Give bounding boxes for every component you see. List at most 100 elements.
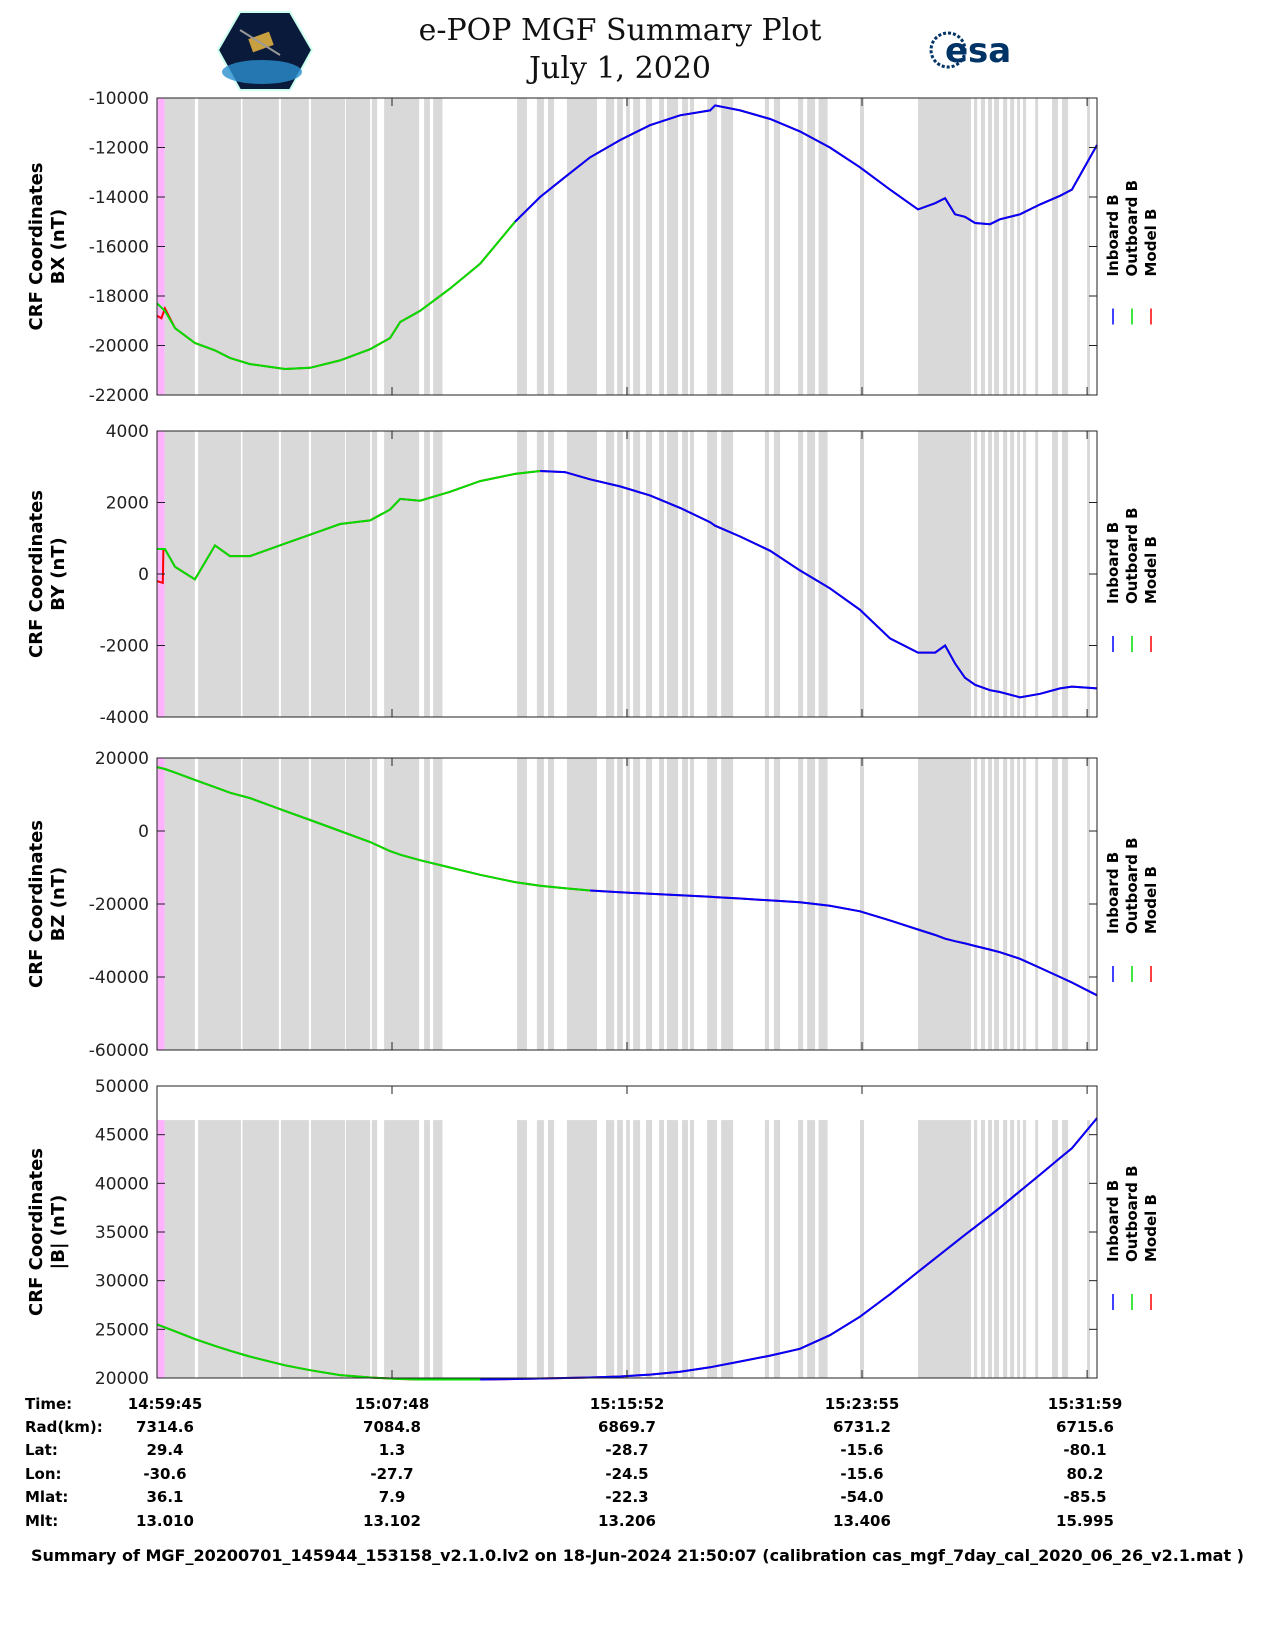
data-gap-band bbox=[433, 431, 443, 717]
data-gap-band bbox=[707, 1120, 718, 1378]
data-gap-band bbox=[310, 431, 346, 717]
data-gap-band bbox=[310, 758, 346, 1050]
data-gap-band bbox=[606, 431, 615, 717]
y-tick-label: -22000 bbox=[89, 386, 149, 406]
info-value: 15:31:59 bbox=[1047, 1395, 1123, 1413]
data-gap-band bbox=[633, 758, 641, 1050]
info-value: -80.1 bbox=[1063, 1441, 1107, 1459]
y-axis-label: CRF CoordinatesBZ (nT) bbox=[26, 820, 69, 988]
data-gap-band bbox=[707, 431, 718, 717]
inboard-b-line bbox=[589, 889, 1098, 997]
info-value: 1.3 bbox=[378, 1441, 406, 1459]
info-row-label: Lat: bbox=[25, 1441, 58, 1459]
data-gap-band bbox=[917, 1120, 972, 1378]
data-gap-band bbox=[1003, 1120, 1008, 1378]
data-gap-band bbox=[433, 98, 443, 395]
data-gap-band bbox=[1087, 98, 1091, 395]
y-axis-label: CRF Coordinates|B| (nT) bbox=[26, 1148, 69, 1316]
data-gap-band bbox=[659, 431, 665, 717]
y-axis-label: CRF CoordinatesBY (nT) bbox=[26, 490, 69, 658]
data-gap-band bbox=[689, 98, 695, 395]
data-gap-band bbox=[566, 758, 597, 1050]
data-gap-band bbox=[818, 1120, 828, 1378]
data-gap-band bbox=[1035, 1120, 1039, 1378]
y-tick-label: 50000 bbox=[95, 1077, 149, 1097]
data-gap-band bbox=[1003, 758, 1008, 1050]
info-row-label: Lon: bbox=[25, 1465, 62, 1483]
y-tick-label: 20000 bbox=[95, 749, 149, 769]
data-gap-band bbox=[517, 98, 527, 395]
legend-label: Model B bbox=[1142, 536, 1160, 604]
data-gap-band bbox=[164, 431, 195, 717]
panel-by: 4000 2000 0 -2000 -4000 CRF CoordinatesBY (nT… bbox=[26, 422, 1160, 728]
data-gap-band bbox=[987, 431, 993, 717]
data-gap-band bbox=[198, 758, 241, 1050]
data-gap-band bbox=[682, 431, 688, 717]
data-gap-band bbox=[371, 431, 378, 717]
data-gap-band bbox=[1010, 98, 1015, 395]
data-gap-band bbox=[606, 98, 615, 395]
plot-title: e-POP MGF Summary Plot July 1, 2020 bbox=[380, 12, 860, 88]
y-tick-label: 35000 bbox=[95, 1223, 149, 1243]
info-value: 15:23:55 bbox=[824, 1395, 900, 1413]
data-gap-band bbox=[707, 758, 718, 1050]
y-tick-label: 25000 bbox=[95, 1320, 149, 1340]
data-gap-band bbox=[682, 758, 688, 1050]
legend: Inboard B Outboard B Model B bbox=[1104, 837, 1160, 982]
data-gap-band bbox=[617, 1120, 623, 1378]
data-gap-band bbox=[633, 98, 641, 395]
info-value: 14:59:45 bbox=[127, 1395, 203, 1413]
data-gap-band bbox=[1052, 431, 1058, 717]
legend-label: Model B bbox=[1142, 866, 1160, 934]
data-gap-band bbox=[666, 431, 679, 717]
data-gap-band bbox=[1087, 758, 1091, 1050]
data-gap-band bbox=[707, 98, 718, 395]
info-value: -15.6 bbox=[840, 1441, 884, 1459]
data-gap-band bbox=[798, 1120, 804, 1378]
data-gap-band bbox=[536, 758, 544, 1050]
data-gap-band bbox=[1052, 98, 1058, 395]
data-gap-band bbox=[566, 431, 597, 717]
y-tick-label: -14000 bbox=[89, 188, 149, 208]
data-gap-band bbox=[994, 431, 1000, 717]
panel-bz: 20000 0 -20000 -40000 -60000 CRF CoordinatesB… bbox=[26, 749, 1160, 1061]
info-value: -15.6 bbox=[840, 1465, 884, 1483]
data-gap-band bbox=[666, 758, 679, 1050]
data-gap-band bbox=[547, 98, 555, 395]
outboard-b-line bbox=[157, 470, 541, 581]
data-gap-band bbox=[310, 98, 346, 395]
data-gap-band bbox=[424, 758, 430, 1050]
data-gap-band bbox=[807, 98, 816, 395]
info-value: -22.3 bbox=[605, 1488, 649, 1506]
data-gap-band bbox=[721, 1120, 734, 1378]
data-gap-band bbox=[818, 98, 828, 395]
data-gap-band bbox=[987, 98, 993, 395]
legend: Inboard B Outboard B Model B bbox=[1104, 1165, 1160, 1310]
legend-label: Model B bbox=[1142, 1194, 1160, 1262]
info-value: 6869.7 bbox=[598, 1418, 656, 1436]
data-gap-band bbox=[666, 98, 679, 395]
info-value: 13.406 bbox=[833, 1512, 891, 1530]
data-gap-band bbox=[371, 1120, 378, 1378]
data-gap-band bbox=[721, 758, 734, 1050]
data-gap-band bbox=[917, 758, 972, 1050]
data-gap-band bbox=[1022, 431, 1027, 717]
y-axis-label-line1: CRF Coordinates bbox=[26, 490, 47, 658]
data-gap-band bbox=[1052, 758, 1058, 1050]
data-gap-band bbox=[917, 98, 972, 395]
data-gap-band bbox=[1022, 98, 1027, 395]
data-gap-band bbox=[606, 758, 615, 1050]
data-gap-band bbox=[164, 1120, 195, 1378]
y-axis-label-line1: CRF Coordinates bbox=[26, 163, 47, 331]
esa-logo-text: esa bbox=[945, 31, 1011, 71]
legend: Inboard B Outboard B Model B bbox=[1104, 507, 1160, 652]
data-gap-band bbox=[818, 431, 828, 717]
data-gap-band bbox=[980, 758, 986, 1050]
info-value: -28.7 bbox=[605, 1441, 649, 1459]
data-gap-band bbox=[617, 431, 623, 717]
data-gap-band bbox=[198, 98, 241, 395]
info-row-label: Mlat: bbox=[25, 1488, 69, 1506]
legend-label: Outboard B bbox=[1123, 837, 1141, 934]
data-gap-band bbox=[345, 431, 371, 717]
inboard-b-line bbox=[514, 104, 1098, 226]
